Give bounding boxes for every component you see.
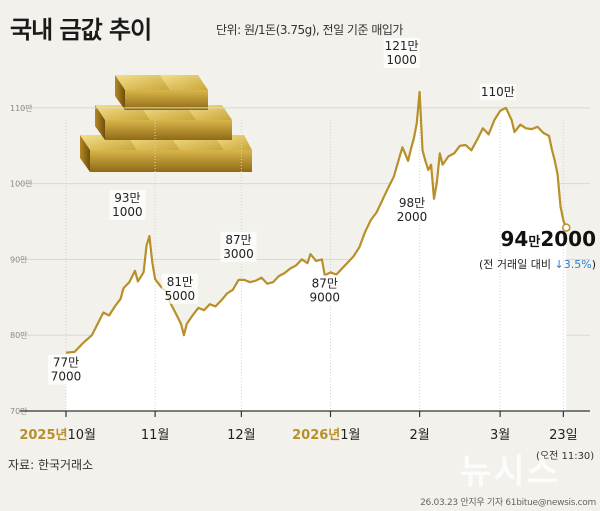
data-label-bg [383, 37, 420, 68]
latest-value-part: 94 [501, 227, 529, 251]
credit-line: 26.03.23 안지우 기자 61bitue@newsis.com [420, 498, 596, 508]
x-tick-month: 1월 [340, 428, 360, 443]
data-label-line1: 98만 [399, 196, 425, 210]
price-area [66, 92, 567, 411]
change-label-part: 3.5% [564, 258, 592, 271]
data-label-line1: 93만 [114, 191, 140, 205]
y-tick-label: 90만 [10, 255, 28, 264]
x-tick-month: 10월 [67, 428, 96, 443]
x-tick-month: 11월 [141, 428, 170, 443]
y-tick-label: 110만 [10, 104, 33, 113]
gold-bars-icon [80, 75, 252, 172]
source-note: 자료: 한국거래소 [8, 458, 94, 472]
y-tick-label: 70만 [10, 407, 28, 416]
data-label-line2: 7000 [51, 370, 82, 384]
watermark-logo: 뉴시스 [460, 452, 560, 492]
latest-value-part: 만 [528, 234, 540, 250]
x-tick-label: 2025년10월 [19, 428, 96, 443]
data-label-line1: 87만 [312, 276, 338, 290]
data-label-bg [48, 354, 84, 385]
latest-point [562, 223, 571, 232]
x-tick-label: 2026년1월 [292, 428, 360, 443]
chart-subtitle: 단위: 원/1돈(3.75g), 전일 기준 매입가 [216, 23, 403, 37]
x-tick-year: 2026년 [292, 428, 340, 443]
data-label-line2: 2000 [397, 210, 428, 224]
latest-value-label: 94만2000 [501, 227, 596, 251]
data-label-bg [220, 231, 257, 262]
data-label-line2: 5000 [165, 289, 196, 303]
data-label-line2: 1000 [386, 53, 417, 67]
change-label-part: ) [592, 258, 596, 271]
x-tick-label: 2월 [410, 428, 430, 443]
change-label-part: (전 거래일 대비 [479, 257, 555, 271]
x-tick-label: 23일 [549, 428, 578, 443]
data-label-line2: 3000 [223, 247, 254, 261]
x-tick-year: 2025년 [19, 428, 67, 443]
data-label-line1: 121만 [385, 39, 419, 53]
y-tick-label: 100만 [10, 180, 33, 189]
data-label-line1: 110만 [481, 85, 515, 99]
data-label: 110만 [479, 83, 516, 100]
data-label-line2: 9000 [309, 290, 340, 304]
x-tick-month: 2월 [410, 428, 430, 443]
data-label-line1: 87만 [225, 233, 251, 247]
time-note: (오전 11:30) [536, 451, 595, 462]
data-label-line2: 1000 [112, 205, 143, 219]
x-tick-month: 3월 [490, 428, 510, 443]
data-label-bg [479, 83, 516, 100]
data-label-bg [161, 273, 198, 304]
data-label-line1: 81만 [167, 275, 193, 289]
data-label-line1: 77만 [53, 356, 79, 370]
data-label-bg [306, 275, 343, 306]
x-tick-label: 12월 [227, 428, 256, 443]
x-tick-label: 11월 [141, 428, 170, 443]
x-tick-month: 23일 [549, 428, 578, 443]
x-tick-month: 12월 [227, 428, 256, 443]
data-label-bg [109, 189, 146, 220]
data-label-bg [394, 194, 430, 225]
x-tick-label: 3월 [490, 428, 510, 443]
latest-value-part: 2000 [540, 227, 596, 251]
price-line [65, 90, 568, 354]
y-tick-label: 80만 [10, 331, 28, 340]
chart-title: 국내 금값 추이 [10, 16, 152, 44]
change-label: (전 거래일 대비 ↓3.5%) [479, 257, 596, 271]
change-label-part: ↓ [555, 258, 564, 271]
